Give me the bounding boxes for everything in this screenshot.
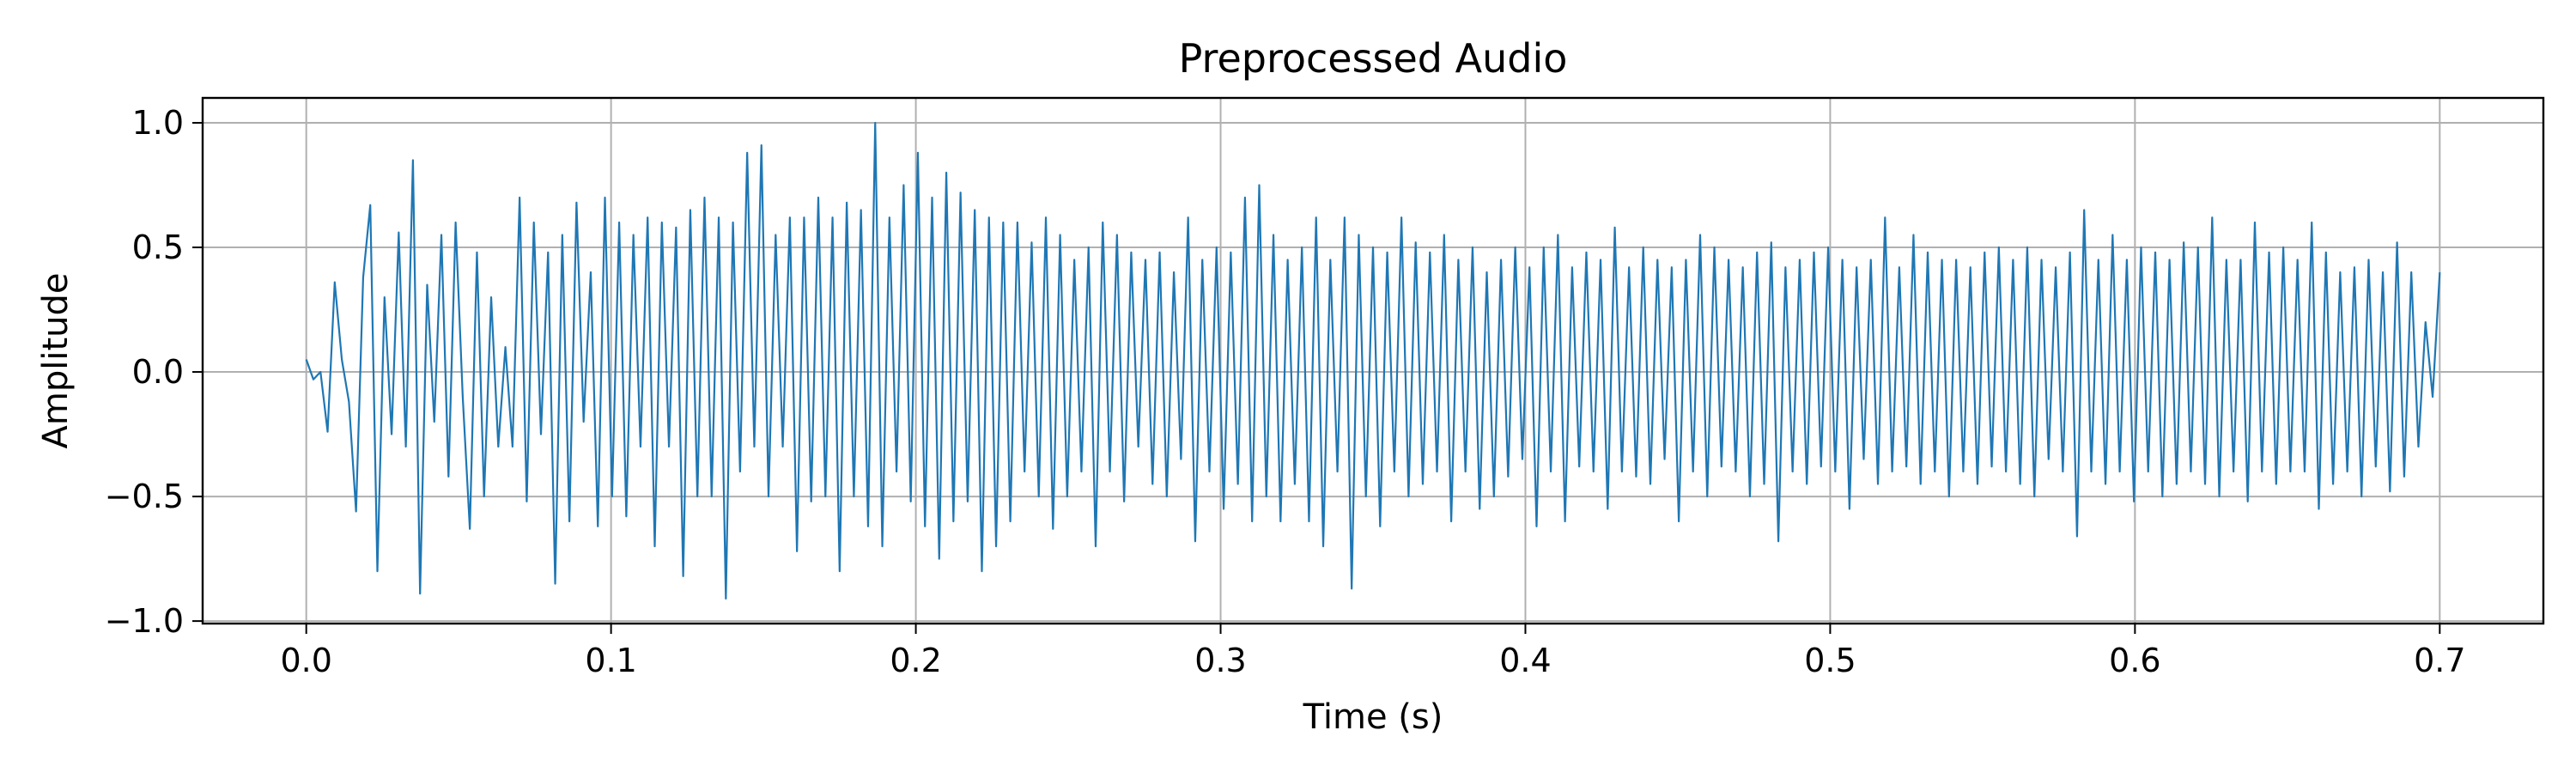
- x-tick-label: 0.1: [585, 642, 636, 679]
- x-axis-label: Time (s): [1303, 697, 1443, 737]
- plot-frame: [201, 96, 2545, 625]
- y-tick-label: −1.0: [105, 602, 184, 640]
- y-axis-label: Amplitude: [36, 273, 76, 449]
- y-axis-ticks: −1.0 −0.5 0.0 0.5 1.0: [105, 104, 203, 640]
- x-tick-label: 0.3: [1194, 642, 1246, 679]
- x-tick-label: 0.7: [2414, 642, 2465, 679]
- x-tick-label: 0.5: [1804, 642, 1856, 679]
- x-tick-label: 0.2: [890, 642, 941, 679]
- x-tick-label: 0.0: [280, 642, 331, 679]
- x-axis-ticks: 0.0 0.1 0.2 0.3 0.4 0.5 0.6 0.7: [280, 624, 2466, 679]
- plot-area: [305, 121, 2441, 600]
- x-tick-label: 0.6: [2109, 642, 2160, 679]
- x-tick-label: 0.4: [1499, 642, 1551, 679]
- series-line: [305, 121, 2441, 600]
- chart-title: Preprocessed Audio: [1179, 35, 1568, 82]
- y-tick-label: 0.5: [132, 228, 184, 266]
- y-tick-label: −0.5: [105, 478, 184, 515]
- y-tick-label: 0.0: [132, 353, 184, 391]
- y-tick-label: 1.0: [132, 104, 184, 142]
